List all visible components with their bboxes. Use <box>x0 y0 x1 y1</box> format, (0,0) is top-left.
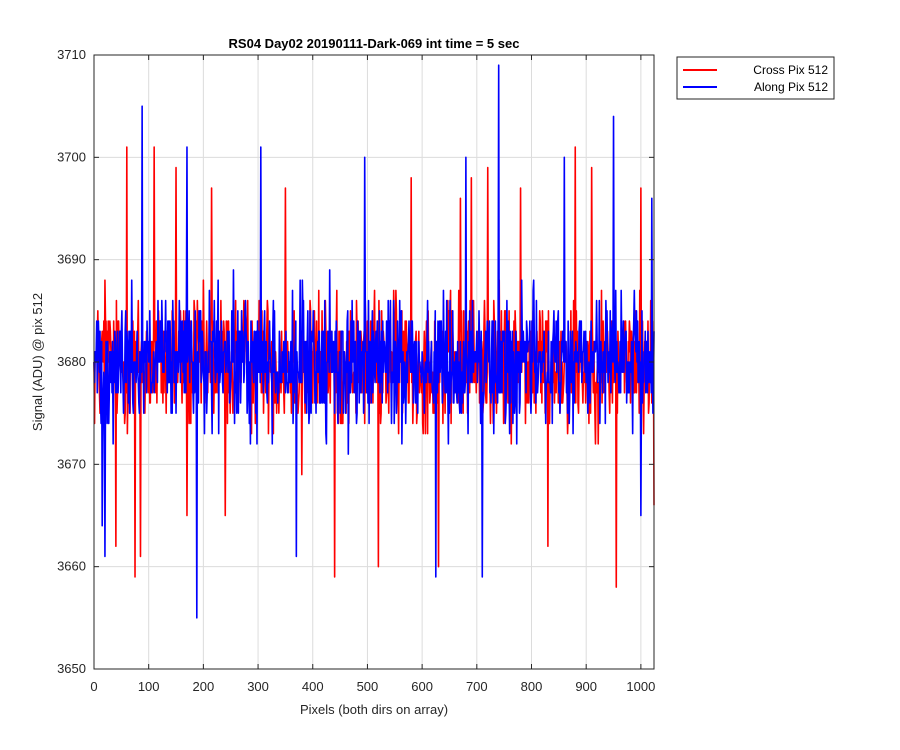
y-tick-label: 3700 <box>57 149 86 164</box>
ticks: 0 100 200 300 400 500 600 700 800 900 1000 3650 3660… <box>57 47 655 694</box>
y-tick-label: 3710 <box>57 47 86 62</box>
legend: Cross Pix 512 Along Pix 512 <box>676 56 835 100</box>
y-tick-label: 3690 <box>57 252 86 267</box>
x-tick-label: 600 <box>411 679 433 694</box>
legend-entry: Cross Pix 512 <box>753 63 828 77</box>
x-tick-label: 900 <box>575 679 597 694</box>
series-line-along-pix-512 <box>93 64 655 619</box>
y-tick-label: 3660 <box>57 559 86 574</box>
x-axis-label: Pixels (both dirs on array) <box>300 702 448 717</box>
x-tick-label: 800 <box>521 679 543 694</box>
y-axis-label: Signal (ADU) @ pix 512 <box>30 293 45 431</box>
x-tick-label: 700 <box>466 679 488 694</box>
x-tick-label: 1000 <box>626 679 655 694</box>
series-layer <box>93 64 655 619</box>
x-tick-label: 400 <box>302 679 324 694</box>
y-tick-label: 3650 <box>57 661 86 676</box>
legend-entry: Along Pix 512 <box>754 80 828 94</box>
chart-title: RS04 Day02 20190111-Dark-069 int time = … <box>229 36 520 51</box>
x-tick-label: 300 <box>247 679 269 694</box>
y-tick-label: 3680 <box>57 354 86 369</box>
x-tick-label: 100 <box>138 679 160 694</box>
x-tick-label: 200 <box>193 679 215 694</box>
y-tick-label: 3670 <box>57 456 86 471</box>
legend-box <box>676 56 835 100</box>
x-tick-label: 0 <box>90 679 97 694</box>
x-tick-label: 500 <box>357 679 379 694</box>
